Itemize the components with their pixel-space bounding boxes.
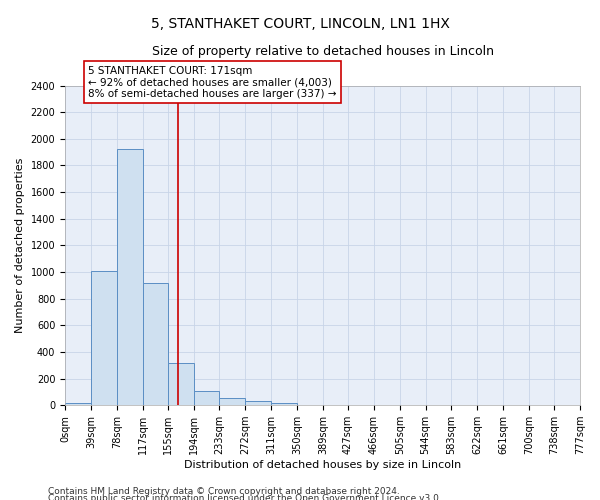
Bar: [143, 282, 169, 405]
Bar: [245, 400, 271, 405]
X-axis label: Distribution of detached houses by size in Lincoln: Distribution of detached houses by size …: [184, 460, 461, 470]
Text: Contains HM Land Registry data © Crown copyright and database right 2024.: Contains HM Land Registry data © Crown c…: [48, 487, 400, 496]
Bar: [194, 391, 220, 405]
Bar: [168, 364, 194, 405]
Bar: [91, 270, 117, 405]
Text: 5 STANTHAKET COURT: 171sqm
← 92% of detached houses are smaller (4,003)
8% of se: 5 STANTHAKET COURT: 171sqm ← 92% of deta…: [88, 66, 337, 99]
Text: Contains public sector information licensed under the Open Government Licence v3: Contains public sector information licen…: [48, 494, 442, 500]
Bar: [117, 150, 143, 405]
Title: Size of property relative to detached houses in Lincoln: Size of property relative to detached ho…: [152, 45, 494, 58]
Bar: [65, 402, 91, 405]
Bar: [271, 402, 297, 405]
Y-axis label: Number of detached properties: Number of detached properties: [15, 158, 25, 333]
Text: 5, STANTHAKET COURT, LINCOLN, LN1 1HX: 5, STANTHAKET COURT, LINCOLN, LN1 1HX: [151, 18, 449, 32]
Bar: [220, 398, 245, 405]
